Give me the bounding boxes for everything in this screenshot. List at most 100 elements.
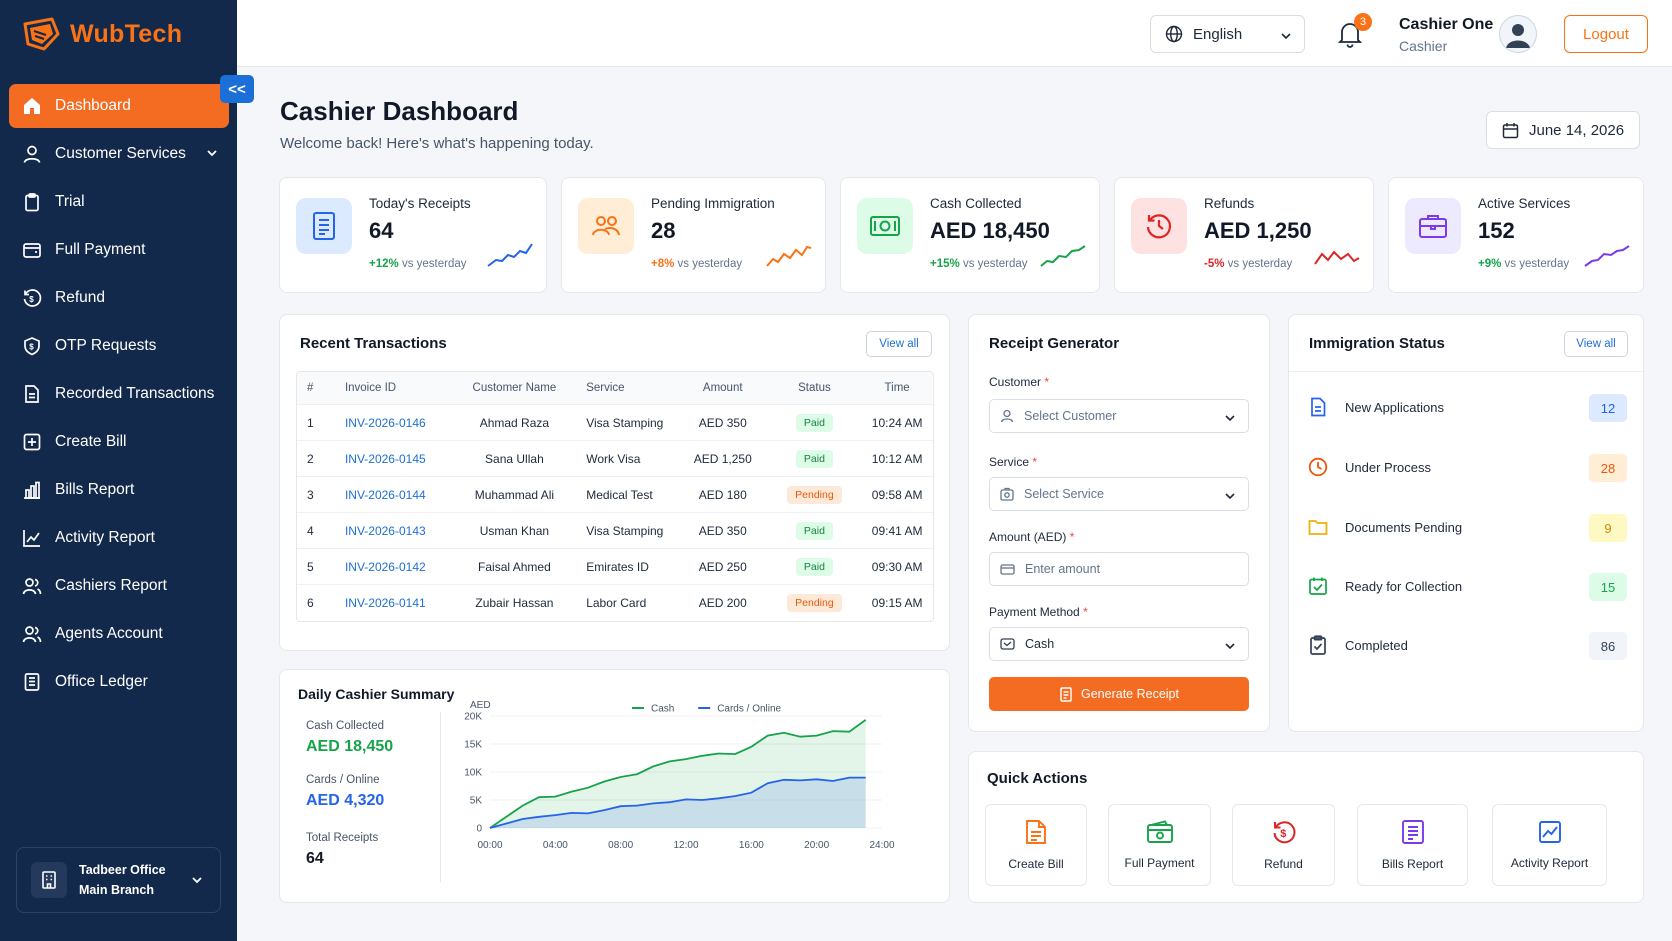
time: 10:24 AM — [871, 415, 923, 430]
collapse-sidebar-button[interactable]: << — [220, 75, 254, 103]
daily-summary-panel: Daily Cashier Summary Cash Collected AED… — [279, 669, 950, 903]
sidebar-item-bills-report[interactable]: Bills Report — [9, 468, 229, 512]
quick-action-bills-report[interactable]: Bills Report — [1357, 804, 1468, 886]
sidebar-item-office-ledger[interactable]: Office Ledger — [9, 660, 229, 704]
people-icon — [578, 198, 634, 254]
row-number: 5 — [307, 559, 314, 574]
sidebar-item-label: Office Ledger — [55, 673, 148, 690]
stat-delta-text: vs yesterday — [401, 258, 467, 270]
notifications-button[interactable] — [1337, 20, 1363, 48]
view-all-immigration-button[interactable]: View all — [1564, 331, 1628, 357]
sidebar-item-trial[interactable]: Trial — [9, 180, 229, 224]
panel-title: Receipt Generator — [989, 335, 1120, 352]
calendar-icon — [1502, 122, 1519, 139]
sidebar-item-otp-requests[interactable]: $ OTP Requests — [9, 324, 229, 368]
receipt-generator-panel: Receipt Generator Customer * Select Cust… — [968, 314, 1270, 732]
status-cell: Paid — [768, 449, 862, 468]
sidebar-item-full-payment[interactable]: Full Payment — [9, 228, 229, 272]
immigration-item-ready-for-collection[interactable]: Ready for Collection 15 — [1307, 569, 1627, 603]
service-select[interactable]: Select Service — [989, 477, 1249, 511]
table-row[interactable]: 6 INV-2026-0141 Zubair Hassan Labor Card AED… — [297, 585, 933, 621]
amount: AED 250 — [698, 559, 747, 574]
invoice-link[interactable]: INV-2026-0142 — [344, 559, 426, 574]
required-mark: * — [1032, 455, 1038, 469]
quick-action-full-payment[interactable]: Full Payment — [1108, 804, 1211, 886]
payment-method-select[interactable]: Cash — [989, 627, 1249, 661]
logo-icon — [22, 16, 60, 52]
svg-text:$: $ — [1280, 828, 1286, 840]
service-name: Visa Stamping — [586, 523, 664, 538]
table-header: # Invoice ID Customer Name Service Amoun… — [297, 372, 933, 405]
customer-select[interactable]: Select Customer — [989, 399, 1249, 433]
table-row[interactable]: 5 INV-2026-0142 Faisal Ahmed Emirates ID AED… — [297, 549, 933, 585]
amount-input[interactable]: Enter amount — [989, 552, 1249, 586]
service-name: Work Visa — [586, 451, 641, 466]
sidebar-item-customer-services[interactable]: Customer Services — [9, 132, 229, 176]
bill-icon — [1025, 819, 1047, 845]
avatar[interactable] — [1499, 15, 1537, 53]
sidebar: WubTech << Dashboard Customer Services T… — [0, 0, 254, 941]
clock-icon — [1307, 456, 1329, 478]
invoice-link[interactable]: INV-2026-0145 — [344, 451, 426, 466]
table-row[interactable]: 4 INV-2026-0143 Usman Khan Visa Stamping AED… — [297, 513, 933, 549]
stat-value: 64 — [369, 218, 394, 243]
invoice-link[interactable]: INV-2026-0143 — [344, 523, 426, 538]
immigration-item-completed[interactable]: Completed 86 — [1307, 628, 1627, 662]
total-receipts-value: 64 — [306, 850, 324, 867]
users-icon — [21, 623, 43, 645]
immigration-label: Under Process — [1345, 459, 1431, 475]
stat-delta: +15% vs yesterday — [930, 258, 1028, 270]
quick-action-label: Create Bill — [1008, 857, 1064, 871]
ledger-icon — [21, 671, 43, 693]
generate-receipt-button[interactable]: Generate Receipt — [989, 677, 1249, 711]
column-header: Amount — [702, 382, 743, 394]
sidebar-item-cashiers-report[interactable]: Cashiers Report — [9, 564, 229, 608]
sidebar-item-recorded-transactions[interactable]: Recorded Transactions — [9, 372, 229, 416]
y-tick-label: 5K — [470, 796, 483, 807]
stat-value: AED 18,450 — [930, 218, 1050, 243]
sparkline — [1040, 245, 1086, 267]
divider — [1289, 371, 1643, 372]
stat-label: Cash Collected — [930, 196, 1022, 211]
immigration-item-under-process[interactable]: Under Process 28 — [1307, 450, 1627, 484]
x-tick-label: 16:00 — [739, 840, 764, 851]
sparkline — [487, 243, 533, 267]
status-badge: Paid — [795, 557, 833, 576]
sidebar-item-agents-account[interactable]: Agents Account — [9, 612, 229, 656]
quick-action-activity-report[interactable]: Activity Report — [1492, 804, 1607, 886]
status-cell: Pending — [768, 485, 862, 504]
view-all-transactions-button[interactable]: View all — [866, 331, 932, 357]
stat-delta-value: +8% — [651, 258, 675, 270]
immigration-item-new-applications[interactable]: New Applications 12 — [1307, 390, 1627, 424]
sidebar-item-label: Customer Services — [55, 145, 186, 162]
invoice-link[interactable]: INV-2026-0146 — [344, 415, 426, 430]
immigration-item-documents-pending[interactable]: Documents Pending 9 — [1307, 510, 1627, 544]
table-row[interactable]: 2 INV-2026-0145 Sana Ullah Work Visa AED 1,2… — [297, 441, 933, 477]
immigration-count: 12 — [1589, 394, 1627, 422]
invoice-link[interactable]: INV-2026-0141 — [344, 596, 426, 610]
logout-button[interactable]: Logout — [1564, 15, 1648, 53]
sidebar-item-refund[interactable]: $ Refund — [9, 276, 229, 320]
quick-action-refund[interactable]: $ Refund — [1232, 804, 1335, 886]
amount-placeholder: Enter amount — [1025, 562, 1101, 576]
svg-text:$: $ — [29, 295, 34, 304]
sidebar-item-dashboard[interactable]: Dashboard — [9, 84, 229, 128]
row-number: 2 — [307, 451, 314, 466]
service-label: Service * — [989, 455, 1038, 469]
language-select[interactable]: English — [1150, 15, 1305, 53]
sidebar-item-activity-report[interactable]: Activity Report — [9, 516, 229, 560]
invoice-link[interactable]: INV-2026-0144 — [344, 487, 426, 502]
brand-logo[interactable]: WubTech — [22, 16, 182, 52]
status-cell: Pending — [768, 594, 862, 612]
series-line — [489, 719, 867, 829]
sidebar-item-label: Trial — [55, 193, 85, 210]
sidebar-item-label: Refund — [55, 289, 105, 306]
quick-action-create-bill[interactable]: Create Bill — [985, 804, 1087, 886]
date-picker[interactable]: June 14, 2026 — [1486, 111, 1640, 149]
table-row[interactable]: 1 INV-2026-0146 Ahmad Raza Visa Stamping AED… — [297, 405, 933, 441]
table-row[interactable]: 3 INV-2026-0144 Muhammad Ali Medical Test AE… — [297, 477, 933, 513]
sidebar-item-create-bill[interactable]: Create Bill — [9, 420, 229, 464]
office-switcher[interactable]: Tadbeer Office Main Branch — [16, 847, 221, 913]
refund-icon — [1131, 198, 1187, 254]
y-tick-label: 15K — [464, 740, 482, 751]
